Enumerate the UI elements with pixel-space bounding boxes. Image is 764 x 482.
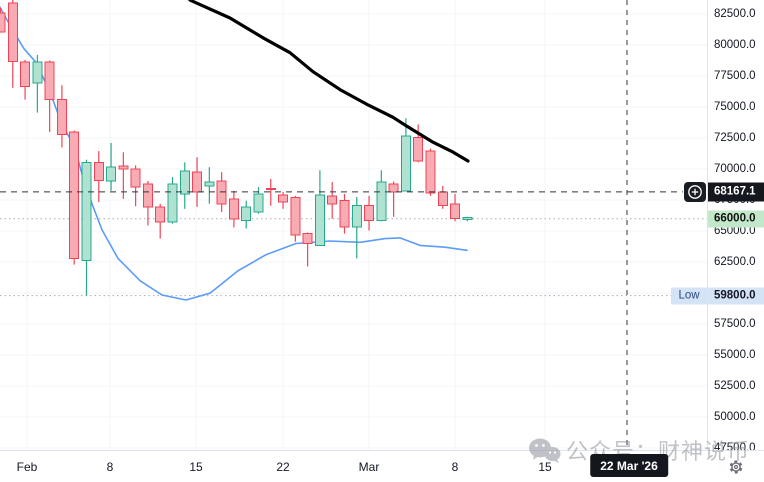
axis-settings-corner[interactable] bbox=[708, 451, 764, 482]
candle-body bbox=[265, 187, 276, 191]
candle-body bbox=[400, 135, 411, 192]
crosshair-date-label: 22 Mar '26 bbox=[590, 454, 668, 477]
low-price-label: 59800.0 bbox=[708, 287, 764, 305]
candle-body bbox=[20, 61, 31, 88]
add-alert-button[interactable] bbox=[684, 181, 706, 202]
candle-body bbox=[278, 194, 289, 203]
low-marker-tag: Low bbox=[671, 287, 707, 305]
candle-body bbox=[81, 161, 92, 261]
candle-body bbox=[69, 131, 80, 259]
candle-body bbox=[376, 181, 387, 222]
candle-body bbox=[364, 205, 375, 222]
candle-body bbox=[0, 12, 6, 33]
candle-body bbox=[413, 136, 424, 162]
candle-body bbox=[192, 171, 203, 193]
time-tick: 15 bbox=[189, 460, 203, 474]
candle-body bbox=[179, 170, 190, 195]
candle-body bbox=[314, 194, 325, 246]
price-tick: 65000.0 bbox=[714, 225, 756, 238]
price-tick: 62500.0 bbox=[714, 256, 756, 269]
candle-body bbox=[32, 61, 43, 84]
plus-circle-icon bbox=[688, 184, 702, 199]
candle-body bbox=[437, 191, 448, 207]
time-tick: 8 bbox=[451, 460, 459, 474]
candle-body bbox=[290, 197, 301, 236]
low-price-value: 59800.0 bbox=[714, 289, 756, 302]
time-tick: Feb bbox=[16, 460, 38, 474]
candlestick-chart[interactable] bbox=[0, 0, 707, 450]
candle-body bbox=[228, 198, 239, 220]
candle-body bbox=[450, 203, 460, 220]
alert-price-label: 68167.1 bbox=[708, 182, 764, 202]
time-tick: 15 bbox=[538, 460, 552, 474]
candle-body bbox=[425, 150, 436, 194]
candle-body bbox=[7, 2, 18, 63]
candle-body bbox=[56, 99, 67, 135]
candle-body bbox=[155, 206, 166, 223]
price-tick: 52500.0 bbox=[714, 380, 756, 393]
candle-body bbox=[253, 193, 264, 213]
price-tick: 82500.0 bbox=[714, 8, 756, 20]
price-tick: 57500.0 bbox=[714, 318, 756, 331]
price-tick: 70000.0 bbox=[714, 163, 756, 176]
price-tick: 75000.0 bbox=[714, 101, 756, 113]
gear-icon[interactable] bbox=[728, 459, 744, 475]
price-tick: 80000.0 bbox=[714, 39, 756, 51]
candle-body bbox=[302, 233, 313, 245]
time-tick: 8 bbox=[106, 460, 114, 474]
candle-body bbox=[130, 168, 141, 188]
candle-body bbox=[241, 206, 252, 221]
time-tick: Mar bbox=[358, 460, 380, 474]
candle-body bbox=[462, 217, 473, 220]
candle-body bbox=[351, 205, 362, 228]
alert-price-value: 68167.1 bbox=[714, 185, 756, 198]
candle-body bbox=[106, 166, 117, 182]
candles-group bbox=[0, 0, 473, 296]
candle-body bbox=[93, 161, 104, 181]
last-price-label: 66000.0 bbox=[708, 210, 764, 228]
ma-slow-line bbox=[188, 0, 470, 163]
price-tick: 50000.0 bbox=[714, 411, 756, 424]
candle-body bbox=[204, 181, 215, 187]
price-tick: 55000.0 bbox=[714, 349, 756, 362]
candle-body bbox=[339, 200, 350, 228]
candle-body bbox=[167, 183, 178, 223]
price-tick: 72500.0 bbox=[714, 132, 756, 145]
time-tick: 22 bbox=[276, 460, 290, 474]
candle-body bbox=[388, 183, 399, 193]
candle-body bbox=[216, 180, 227, 205]
candle-body bbox=[118, 165, 129, 170]
price-tick: 77500.0 bbox=[714, 70, 756, 82]
candle-body bbox=[327, 195, 338, 205]
candle-body bbox=[142, 183, 153, 208]
last-price-value: 66000.0 bbox=[714, 212, 756, 225]
candle-body bbox=[44, 61, 55, 101]
